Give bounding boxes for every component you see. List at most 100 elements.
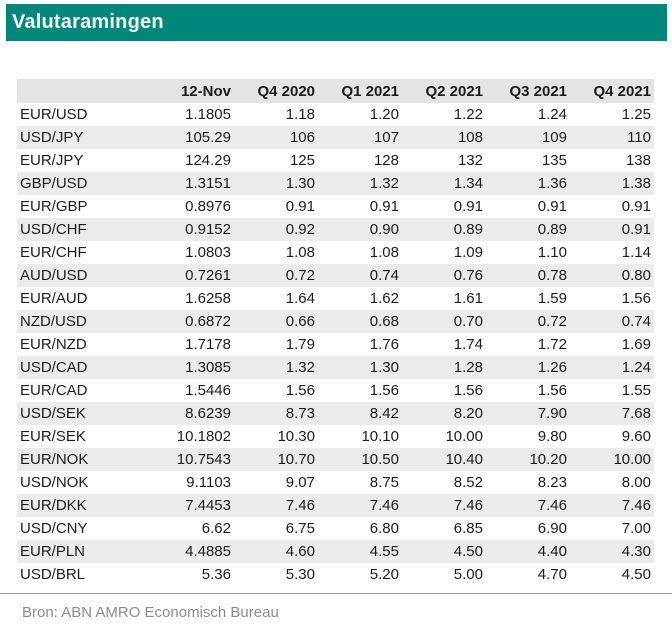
currency-pair-cell: EUR/CAD — [20, 382, 88, 399]
column-header-cell: Q3 2021 — [486, 79, 570, 103]
title-banner: Valutaramingen — [6, 4, 667, 41]
value-cell: 132 — [457, 152, 483, 169]
value-cell: 1.36 — [537, 175, 567, 192]
currency-pair-cell: EUR/PLN — [20, 543, 86, 560]
value-cell: 8.23 — [537, 474, 567, 491]
value-cell: 6.62 — [201, 520, 231, 537]
value-cell: 1.6258 — [185, 290, 231, 307]
value-cell: 0.6872 — [185, 313, 231, 330]
value-cell: 1.34 — [453, 175, 483, 192]
value-cell: 1.72 — [537, 336, 567, 353]
table-row: EUR/GBP 0.8976 0.91 0.91 0.91 0.91 0.91 — [17, 195, 654, 218]
value-cell: 1.18 — [285, 106, 315, 123]
value-cell: 4.50 — [621, 566, 651, 583]
value-cell: 7.46 — [537, 497, 567, 514]
value-cell: 8.52 — [453, 474, 483, 491]
currency-pair-cell: EUR/CHF — [20, 244, 87, 261]
table-row: EUR/PLN 4.4885 4.60 4.55 4.50 4.40 4.30 — [17, 540, 654, 563]
value-cell: 0.74 — [369, 267, 399, 284]
value-cell: 0.78 — [537, 267, 567, 284]
value-cell: 128 — [373, 152, 399, 169]
table-row: USD/CAD 1.3085 1.32 1.30 1.28 1.26 1.24 — [17, 356, 654, 379]
value-cell: 0.91 — [621, 198, 651, 215]
value-cell: 10.1802 — [176, 428, 231, 445]
value-cell: 6.80 — [369, 520, 399, 537]
value-cell: 10.20 — [529, 451, 567, 468]
value-cell: 7.46 — [285, 497, 315, 514]
table-row: USD/BRL 5.36 5.30 5.20 5.00 4.70 4.50 — [17, 563, 654, 586]
value-cell: 1.61 — [453, 290, 483, 307]
value-cell: 0.91 — [285, 198, 315, 215]
value-cell: 124.29 — [185, 152, 231, 169]
value-cell: 1.69 — [621, 336, 651, 353]
value-cell: 7.46 — [369, 497, 399, 514]
table-row: EUR/DKK 7.4453 7.46 7.46 7.46 7.46 7.46 — [17, 494, 654, 517]
value-cell: 0.72 — [537, 313, 567, 330]
footer-divider — [0, 593, 672, 594]
table-row: EUR/USD 1.1805 1.18 1.20 1.22 1.24 1.25 — [17, 103, 654, 126]
table-row: USD/SEK 8.6239 8.73 8.42 8.20 7.90 7.68 — [17, 402, 654, 425]
currency-pair-cell: USD/BRL — [20, 566, 86, 583]
value-cell: 1.5446 — [185, 382, 231, 399]
value-cell: 0.80 — [621, 267, 651, 284]
value-cell: 135 — [541, 152, 567, 169]
value-cell: 0.7261 — [185, 267, 231, 284]
value-cell: 0.72 — [285, 267, 315, 284]
value-cell: 0.91 — [453, 198, 483, 215]
table-body: EUR/USD 1.1805 1.18 1.20 1.22 1.24 1.25 USD/JPY… — [17, 103, 654, 586]
table-row: AUD/USD 0.7261 0.72 0.74 0.76 0.78 0.80 — [17, 264, 654, 287]
value-cell: 0.90 — [369, 221, 399, 238]
value-cell: 6.85 — [453, 520, 483, 537]
value-cell: 1.79 — [285, 336, 315, 353]
value-cell: 5.30 — [285, 566, 315, 583]
value-cell: 1.25 — [621, 106, 651, 123]
currency-pair-cell: EUR/DKK — [20, 497, 87, 514]
forecast-table: 12-Nov Q4 2020 Q1 2021 Q2 2021 Q3 2021 Q4 202… — [17, 79, 654, 586]
value-cell: 1.08 — [285, 244, 315, 261]
value-cell: 1.30 — [369, 359, 399, 376]
value-cell: 106 — [289, 129, 315, 146]
table-row: EUR/SEK 10.1802 10.30 10.10 10.00 9.80 9.60 — [17, 425, 654, 448]
value-cell: 9.60 — [621, 428, 651, 445]
value-cell: 0.91 — [369, 198, 399, 215]
value-cell: 10.70 — [277, 451, 315, 468]
currency-pair-cell: AUD/USD — [20, 267, 88, 284]
table-row: EUR/CAD 1.5446 1.56 1.56 1.56 1.56 1.55 — [17, 379, 654, 402]
value-cell: 1.3085 — [185, 359, 231, 376]
value-cell: 1.24 — [621, 359, 651, 376]
value-cell: 0.8976 — [185, 198, 231, 215]
table-row: USD/JPY 105.29 106 107 108 109 110 — [17, 126, 654, 149]
value-cell: 1.3151 — [185, 175, 231, 192]
value-cell: 7.46 — [453, 497, 483, 514]
table-row: USD/NOK 9.1103 9.07 8.75 8.52 8.23 8.00 — [17, 471, 654, 494]
value-cell: 5.20 — [369, 566, 399, 583]
value-cell: 1.26 — [537, 359, 567, 376]
value-cell: 9.80 — [537, 428, 567, 445]
value-cell: 107 — [373, 129, 399, 146]
currency-pair-cell: EUR/AUD — [20, 290, 88, 307]
source-note: Bron: ABN AMRO Economisch Bureau — [22, 604, 279, 621]
value-cell: 4.60 — [285, 543, 315, 560]
value-cell: 4.55 — [369, 543, 399, 560]
value-cell: 110 — [627, 129, 651, 146]
value-cell: 0.92 — [285, 221, 315, 238]
value-cell: 6.75 — [285, 520, 315, 537]
value-cell: 0.76 — [453, 267, 483, 284]
table-row: USD/CHF 0.9152 0.92 0.90 0.89 0.89 0.91 — [17, 218, 654, 241]
currency-pair-cell: GBP/USD — [20, 175, 88, 192]
value-cell: 8.20 — [453, 405, 483, 422]
currency-pair-cell: USD/CNY — [20, 520, 88, 537]
value-cell: 109 — [541, 129, 567, 146]
value-cell: 8.75 — [369, 474, 399, 491]
header-row: 12-Nov Q4 2020 Q1 2021 Q2 2021 Q3 2021 Q4 202… — [17, 79, 654, 103]
currency-pair-cell: USD/CHF — [20, 221, 87, 238]
currency-pair-cell: USD/NOK — [20, 474, 89, 491]
value-cell: 1.24 — [537, 106, 567, 123]
corner-header-cell — [17, 79, 150, 103]
value-cell: 1.20 — [369, 106, 399, 123]
currency-pair-cell: EUR/GBP — [20, 198, 88, 215]
value-cell: 6.90 — [537, 520, 567, 537]
value-cell: 0.91 — [621, 221, 651, 238]
value-cell: 10.7543 — [176, 451, 231, 468]
value-cell: 7.68 — [621, 405, 651, 422]
